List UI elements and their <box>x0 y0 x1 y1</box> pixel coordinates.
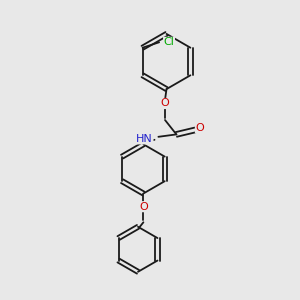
Text: Cl: Cl <box>164 37 175 47</box>
Text: HN: HN <box>136 134 153 144</box>
Text: O: O <box>139 202 148 212</box>
Text: O: O <box>195 123 204 133</box>
Text: O: O <box>160 98 169 109</box>
